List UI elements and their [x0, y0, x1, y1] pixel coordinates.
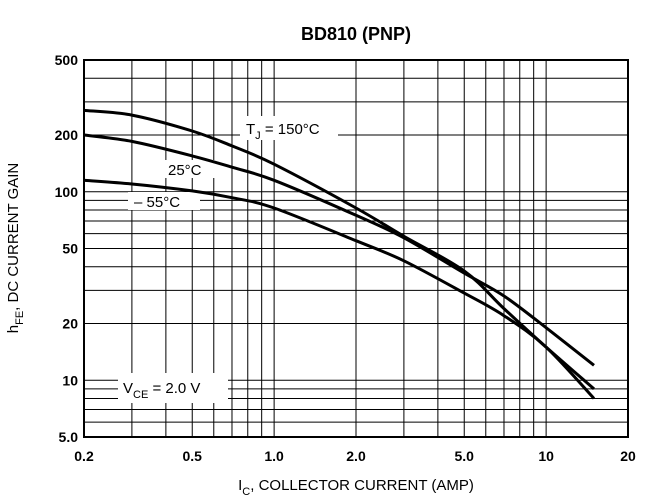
label-bg-m55: [128, 192, 200, 210]
t25-label: 25°C: [168, 162, 202, 179]
vce-label: VCE = 2.0 V: [123, 380, 200, 401]
y-tick-label: 10: [62, 372, 78, 388]
y-tick-label: 5.0: [59, 429, 79, 445]
tm55-label: – 55°C: [134, 194, 180, 211]
curves: [83, 108, 596, 400]
y-tick-label: 50: [62, 241, 78, 257]
series-line-0: [83, 108, 595, 391]
x-tick-label: 0.5: [183, 448, 203, 464]
y-tick-label: 100: [55, 184, 79, 200]
tick-labels: 0.2 0.5 1.0 2.0 5.0 10 20 500 200 100 50 20 10 5.0: [55, 52, 636, 464]
x-axis-label: IC, COLLECTOR CURRENT (AMP): [238, 477, 474, 498]
tj-label: TJ = 150°C: [246, 121, 320, 142]
y-tick-label: 500: [55, 52, 79, 68]
chart-title: BD810 (PNP): [301, 24, 411, 44]
label-bg-25: [164, 160, 220, 178]
label-bg-vce: [118, 373, 228, 403]
vce-label-sub: CE: [133, 389, 148, 401]
x-tick-label: 0.2: [74, 448, 94, 464]
y-tick-label: 200: [55, 127, 79, 143]
tj-label-sub: J: [255, 130, 261, 142]
series-line-2: [83, 178, 596, 400]
y-tick-label: 20: [62, 316, 78, 332]
x-tick-label: 1.0: [264, 448, 284, 464]
x-tick-label: 5.0: [455, 448, 475, 464]
y-axis-label: hFE, DC CURRENT GAIN: [5, 163, 26, 333]
label-bg-tj: [240, 116, 338, 140]
x-tick-label: 10: [538, 448, 554, 464]
x-tick-label: 2.0: [346, 448, 366, 464]
series-line-1: [83, 133, 595, 367]
x-tick-label: 20: [620, 448, 636, 464]
plot-frame: [83, 59, 629, 438]
